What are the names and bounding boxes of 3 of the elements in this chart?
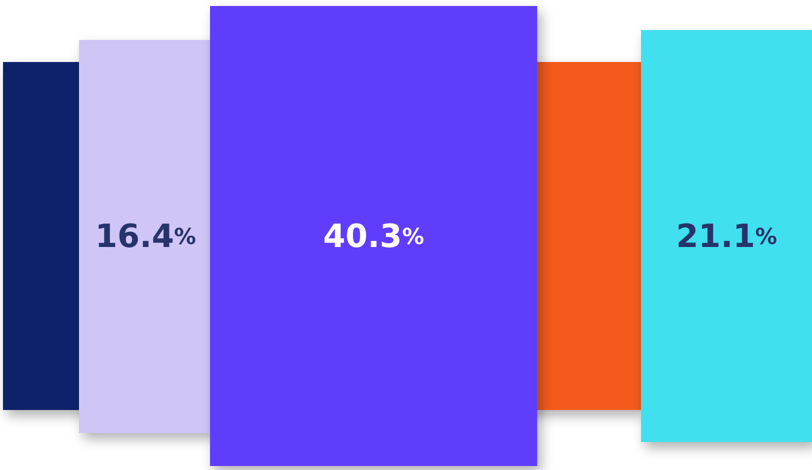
- data-label: 16.4%: [95, 216, 196, 255]
- data-label: 21.1%: [676, 216, 778, 255]
- data-label: 40.3%: [323, 216, 424, 255]
